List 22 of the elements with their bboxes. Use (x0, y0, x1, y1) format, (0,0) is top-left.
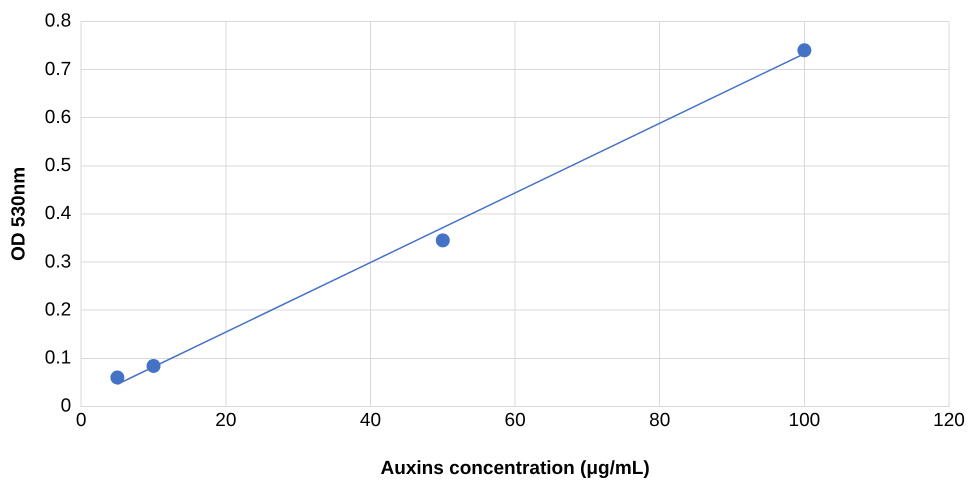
x-tick-label: 60 (504, 410, 526, 432)
point (110, 370, 124, 385)
y-tick-label: 0.5 (44, 155, 72, 176)
y-tick-label: 0.6 (44, 106, 72, 128)
x-tick-label: 0 (76, 410, 86, 432)
x-tick-label: 20 (215, 410, 236, 432)
point (146, 358, 161, 373)
x-tick-label: 40 (360, 410, 382, 432)
y-tick-label: 0.2 (44, 299, 72, 320)
x-axis-title: Auxins concentration (μg/mL) (380, 458, 650, 479)
x-tick-label: 100 (788, 410, 820, 432)
y-tick-label: 0.7 (44, 58, 72, 80)
y-tick-label: 0.4 (44, 203, 72, 224)
y-tick-label: 0 (60, 396, 72, 417)
y-tick-label: 0.1 (44, 348, 72, 369)
x-tick-label: 80 (649, 410, 670, 432)
point (436, 233, 450, 248)
y-tick-label: 0.3 (44, 251, 72, 272)
y-axis-title: OD 530nm (8, 166, 30, 261)
point (797, 43, 812, 58)
y-tick-label: 0.8 (44, 10, 72, 32)
x-tick-label: 120 (933, 410, 965, 432)
